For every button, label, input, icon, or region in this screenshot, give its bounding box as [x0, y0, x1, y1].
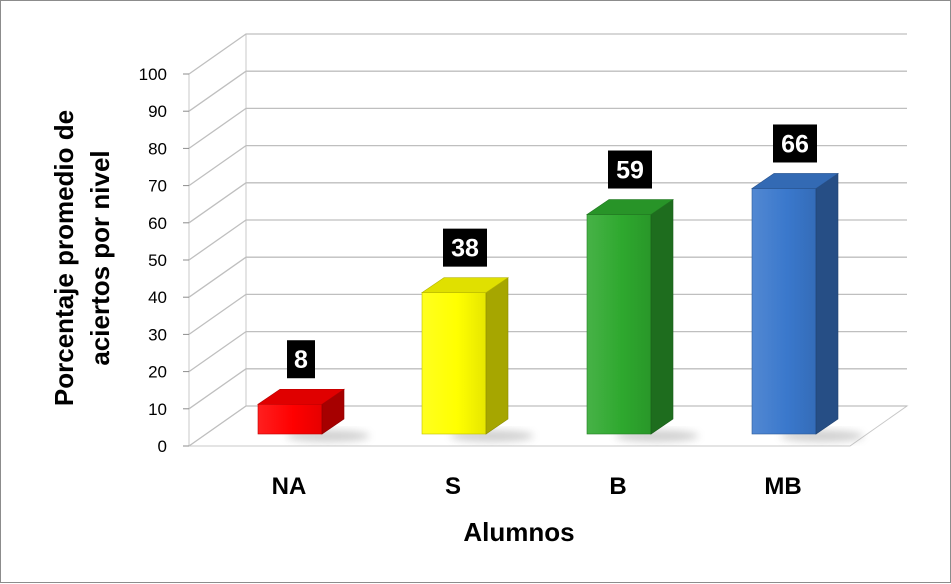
gridline — [188, 219, 907, 261]
y-axis-title: Porcentaje promedio de aciertos por nive… — [49, 110, 115, 406]
bar-front-face — [421, 292, 487, 435]
x-axis-title: Alumnos — [463, 517, 574, 547]
gridline — [188, 33, 907, 75]
bar-side-face — [650, 198, 674, 435]
x-category-label: MB — [764, 473, 801, 500]
bar-top-face — [421, 277, 509, 293]
bars — [257, 172, 864, 442]
data-label-value: 59 — [616, 157, 644, 185]
bar-front-face — [586, 214, 652, 435]
gridline — [188, 330, 907, 373]
bar-side-face — [485, 277, 509, 435]
bar-b — [586, 198, 699, 442]
y-tick-label: 0 — [158, 437, 167, 456]
gridline — [188, 70, 907, 112]
data-label-box — [773, 124, 817, 163]
gridlines — [188, 33, 907, 447]
gridline — [188, 256, 907, 298]
data-label-value: 38 — [451, 235, 479, 263]
bar-front-face — [751, 188, 817, 435]
y-tick-label: 30 — [148, 325, 167, 344]
y-axis-title-line-2: aciertos por nivel — [85, 150, 115, 365]
data-label-box — [443, 228, 487, 267]
data-label: 38 — [443, 228, 487, 267]
data-labels: 8 38 59 66 — [287, 124, 817, 379]
y-tick-label: 20 — [148, 363, 167, 382]
data-label-box — [287, 340, 315, 379]
y-tick-label: 10 — [148, 400, 167, 419]
bar-mb — [751, 172, 864, 442]
y-tick-label: 100 — [139, 65, 167, 84]
x-category-label: B — [609, 473, 626, 500]
y-tick-label: 40 — [148, 288, 167, 307]
bar-s — [421, 277, 534, 442]
y-tick-label: 80 — [148, 139, 167, 158]
y-axis-ticks: 0 10 20 30 40 50 60 70 80 90 100 — [139, 65, 189, 456]
y-axis-title-line-1: Porcentaje promedio de — [49, 110, 79, 406]
y-tick-label: 70 — [148, 177, 167, 196]
gridline — [188, 405, 907, 447]
data-label: 8 — [287, 340, 315, 379]
y-tick-label: 50 — [148, 251, 167, 270]
x-category-label: S — [445, 473, 461, 500]
data-label-box — [608, 150, 652, 189]
bar-top-face — [751, 173, 839, 189]
y-tick-label: 90 — [148, 102, 167, 121]
gridline — [188, 144, 907, 187]
y-tick-label: 60 — [148, 214, 167, 233]
gridline — [188, 368, 907, 410]
gridline — [188, 293, 907, 335]
bar-na — [257, 388, 370, 442]
x-axis-categories: NA S B MB — [272, 473, 802, 500]
data-label: 59 — [608, 150, 652, 189]
data-label: 66 — [773, 124, 817, 163]
bar-side-face — [815, 172, 839, 435]
bar-top-face — [257, 388, 345, 405]
x-category-label: NA — [272, 473, 307, 500]
bar-front-face — [257, 403, 323, 435]
gridline — [188, 107, 907, 149]
bar-top-face — [586, 199, 674, 215]
data-label-value: 8 — [294, 346, 308, 374]
data-label-value: 66 — [781, 130, 809, 158]
gridline — [188, 182, 907, 224]
